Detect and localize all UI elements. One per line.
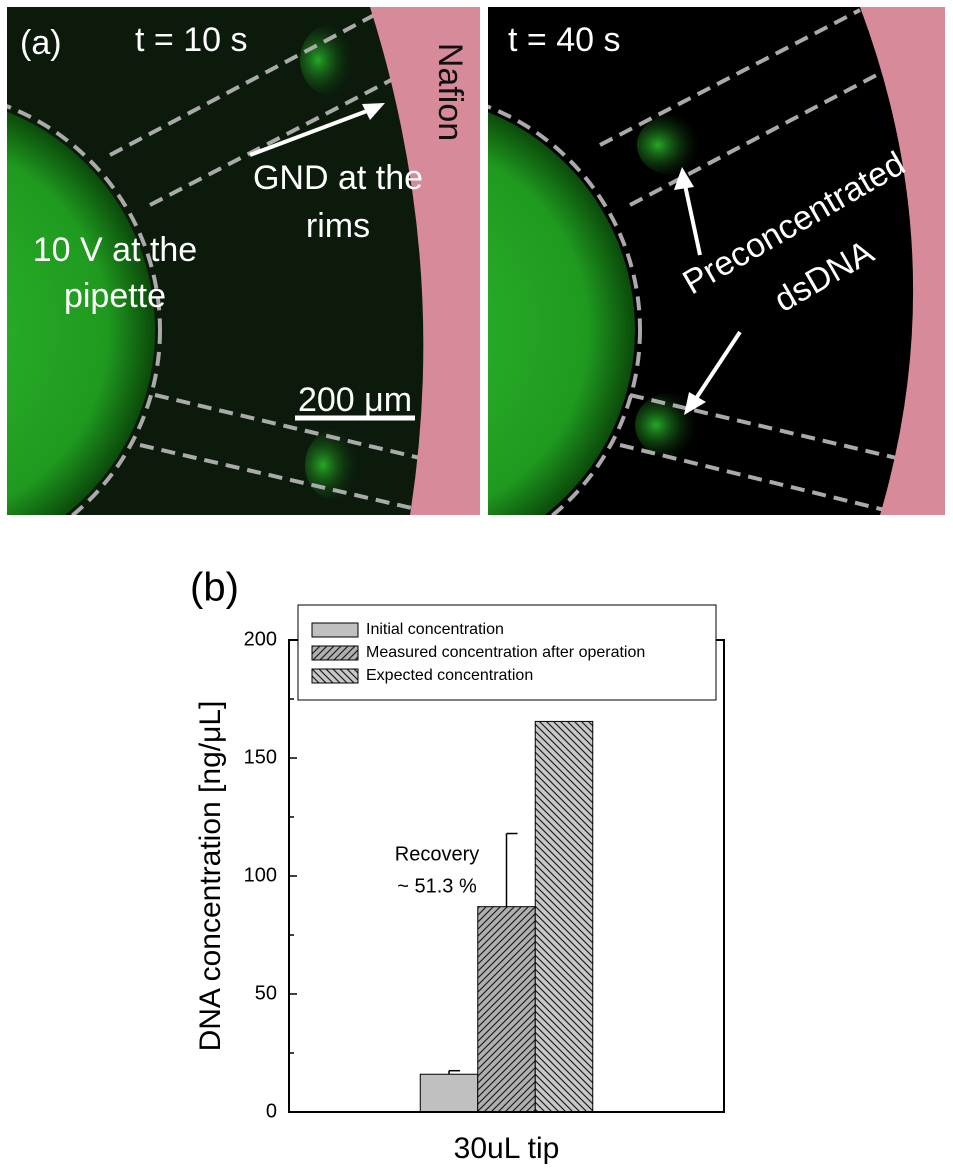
annotation: GND at the — [253, 159, 423, 197]
y-tick-label: 0 — [266, 1100, 277, 1122]
y-tick-label: 100 — [244, 864, 277, 886]
legend-swatch — [311, 668, 359, 684]
legend-label: Expected concentration — [366, 667, 533, 684]
panel-label: (a) — [20, 24, 62, 62]
legend-label: Initial concentration — [366, 621, 504, 638]
annotation: pipette — [64, 277, 166, 315]
y-tick-label: 200 — [244, 628, 277, 650]
x-tick-label: 30uL tip — [454, 1132, 560, 1165]
legend-box — [297, 604, 717, 701]
chart: 0 50 100 150 200 30uL tip Recovery ~ 51.3 % Init… — [244, 604, 725, 1165]
nafion-label: Nafion — [431, 43, 469, 141]
image-left — [7, 7, 480, 515]
annotation: rims — [306, 207, 370, 245]
bar — [419, 1073, 479, 1113]
y-tick-label: 150 — [244, 746, 277, 768]
legend-swatch — [311, 622, 359, 638]
panel-label: (b) — [190, 566, 239, 610]
annotation: 10 V at the — [33, 231, 197, 269]
y-tick-label: 50 — [255, 982, 277, 1004]
bar — [534, 720, 594, 1113]
y-axis-title: DNA concentration [ng/μL] — [194, 701, 227, 1052]
legend-label: Measured concentration after operation — [366, 644, 645, 661]
bar — [477, 906, 536, 1113]
image-right — [488, 7, 945, 515]
time-label: t = 40 s — [508, 21, 620, 59]
annotation: Recovery — [395, 843, 479, 865]
time-label: t = 10 s — [135, 21, 247, 59]
annotation: ~ 51.3 % — [397, 875, 477, 897]
scale-bar-label: 200 μm — [298, 381, 412, 419]
legend-swatch — [311, 645, 359, 661]
